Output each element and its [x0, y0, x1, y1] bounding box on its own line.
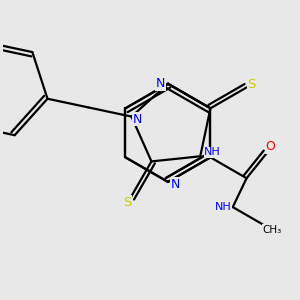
Text: S: S — [124, 196, 132, 209]
Text: CH₃: CH₃ — [262, 225, 281, 235]
Text: N: N — [133, 112, 142, 125]
Text: O: O — [266, 140, 275, 153]
Text: N: N — [171, 178, 180, 191]
Text: NH: NH — [214, 202, 231, 212]
Text: S: S — [248, 78, 256, 91]
Text: N: N — [156, 77, 165, 90]
Text: NH: NH — [204, 147, 221, 158]
